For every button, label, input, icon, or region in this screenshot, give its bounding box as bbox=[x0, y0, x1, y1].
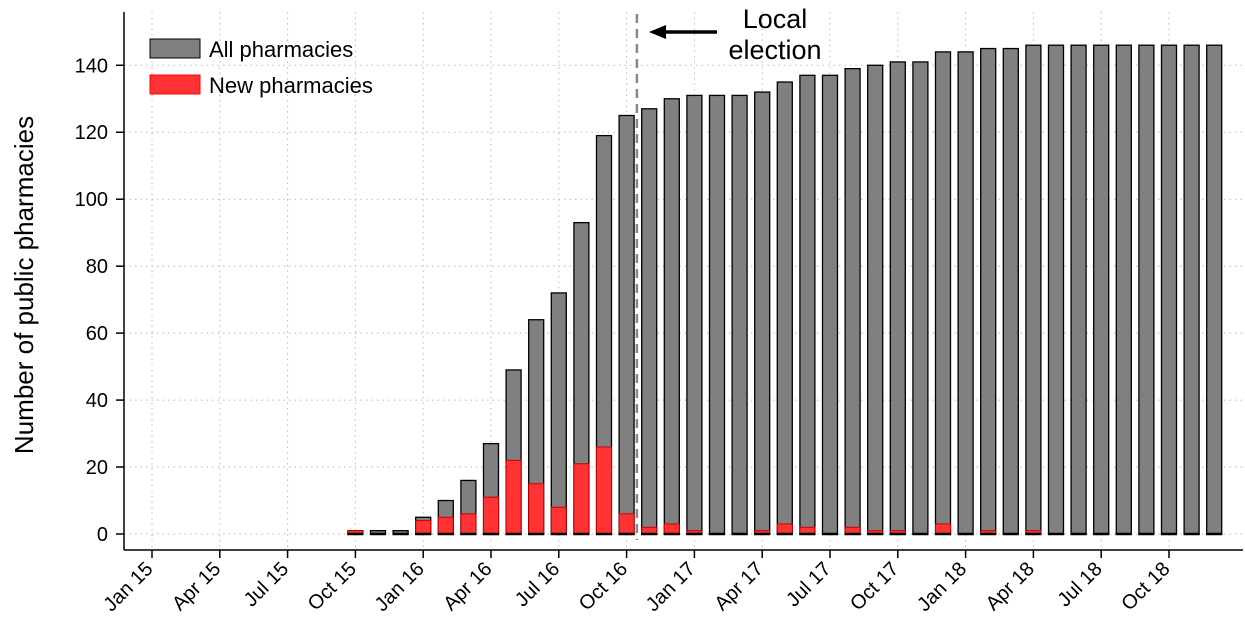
x-tick-label: Jan 15 bbox=[100, 558, 158, 616]
bar-new-pharmacies bbox=[596, 446, 612, 535]
bar-all-pharmacies bbox=[867, 64, 884, 535]
bar-all-pharmacies bbox=[821, 74, 839, 535]
election-annotation: Local election bbox=[635, 4, 822, 540]
bar-all-pharmacies bbox=[912, 61, 929, 535]
y-tick-label: 100 bbox=[75, 189, 108, 211]
x-tick-label: Oct 15 bbox=[304, 558, 361, 615]
x-tick-label: Apr 15 bbox=[168, 558, 225, 615]
bar-all-pharmacies bbox=[1138, 44, 1155, 535]
bar-all-pharmacies bbox=[799, 74, 816, 535]
x-tick-label: Oct 18 bbox=[1117, 558, 1174, 615]
bar-new-pharmacies bbox=[528, 483, 545, 535]
y-tick-label: 40 bbox=[86, 390, 108, 412]
y-tick-label: 0 bbox=[97, 524, 108, 546]
y-tick-label: 60 bbox=[86, 323, 108, 345]
legend-swatch-all-pharmacies bbox=[149, 38, 201, 59]
x-tick-label: Oct 16 bbox=[575, 558, 632, 615]
bar-all-pharmacies bbox=[844, 67, 861, 535]
bar-new-pharmacies bbox=[505, 459, 522, 535]
legend-label-new-pharmacies: New pharmacies bbox=[209, 73, 373, 98]
annotation-label-election: election bbox=[728, 35, 821, 65]
bar-all-pharmacies bbox=[731, 94, 748, 535]
bar-all-pharmacies bbox=[1183, 44, 1200, 535]
x-tick-label: Jul 16 bbox=[511, 558, 564, 611]
bar-new-pharmacies bbox=[776, 523, 793, 535]
y-axis-title: Number of public pharmacies bbox=[9, 116, 39, 454]
legend-swatch-new-pharmacies bbox=[149, 74, 201, 95]
bar-all-pharmacies bbox=[980, 47, 997, 535]
annotation-label-local: Local bbox=[743, 4, 808, 34]
bar-all-pharmacies bbox=[1115, 44, 1132, 535]
legend: All pharmacies New pharmacies bbox=[149, 37, 373, 98]
bar-all-pharmacies bbox=[1093, 44, 1110, 535]
y-ticks: 0 20 40 60 80 100 120 140 bbox=[75, 55, 124, 546]
x-tick-label: Jul 18 bbox=[1053, 558, 1106, 611]
x-tick-label: Oct 17 bbox=[846, 558, 903, 615]
y-tick-label: 20 bbox=[86, 457, 108, 479]
bar-all-pharmacies bbox=[754, 91, 771, 535]
legend-label-all-pharmacies: All pharmacies bbox=[209, 37, 353, 62]
bar-all-pharmacies bbox=[1070, 44, 1087, 535]
x-tick-label: Jan 17 bbox=[642, 558, 700, 616]
bar-new-pharmacies bbox=[437, 516, 454, 535]
bar-all-pharmacies bbox=[1206, 44, 1223, 535]
bar-new-pharmacies bbox=[663, 523, 680, 535]
x-tick-label: Apr 16 bbox=[439, 558, 496, 615]
x-tick-label: Jul 17 bbox=[782, 558, 835, 611]
bar-all-pharmacies bbox=[957, 51, 974, 535]
bar-all-pharmacies bbox=[1047, 44, 1065, 535]
x-tick-label: Jan 16 bbox=[371, 558, 429, 616]
bar-all-pharmacies bbox=[686, 94, 703, 535]
bar-all-pharmacies bbox=[641, 108, 658, 535]
axes bbox=[123, 12, 1243, 551]
bar-all-pharmacies bbox=[934, 51, 952, 535]
bar-new-pharmacies bbox=[460, 513, 477, 535]
bar-all-pharmacies bbox=[1160, 44, 1178, 535]
bar-all-pharmacies bbox=[776, 81, 793, 535]
bar-all-pharmacies bbox=[663, 98, 680, 535]
bar-all-pharmacies bbox=[1025, 44, 1042, 535]
bar-all-pharmacies bbox=[708, 94, 726, 535]
bar-new-pharmacies bbox=[573, 463, 590, 535]
bar-new-pharmacies bbox=[415, 520, 432, 535]
bar-all-pharmacies bbox=[550, 292, 567, 535]
bar-new-pharmacies bbox=[618, 513, 635, 535]
bar-all-pharmacies bbox=[889, 61, 906, 535]
y-tick-label: 80 bbox=[86, 256, 108, 278]
x-tick-label: Jul 15 bbox=[240, 558, 293, 611]
x-tick-label: Apr 17 bbox=[711, 558, 768, 615]
bar-new-pharmacies bbox=[483, 496, 499, 535]
x-tick-label: Jan 18 bbox=[913, 558, 971, 616]
bars bbox=[347, 44, 1223, 536]
x-ticks: Jan 15 Apr 15 Jul 15 Oct 15 Jan 16 Apr 16 Jul … bbox=[100, 550, 1175, 616]
bar-all-pharmacies bbox=[618, 114, 635, 535]
bar-new-pharmacies bbox=[935, 523, 951, 535]
x-tick-label: Apr 18 bbox=[982, 558, 1039, 615]
y-tick-label: 140 bbox=[75, 55, 108, 77]
bar-all-pharmacies bbox=[1002, 47, 1019, 535]
annotation-arrow-head bbox=[649, 25, 666, 39]
bar-new-pharmacies bbox=[550, 506, 567, 535]
y-tick-label: 120 bbox=[75, 122, 108, 144]
